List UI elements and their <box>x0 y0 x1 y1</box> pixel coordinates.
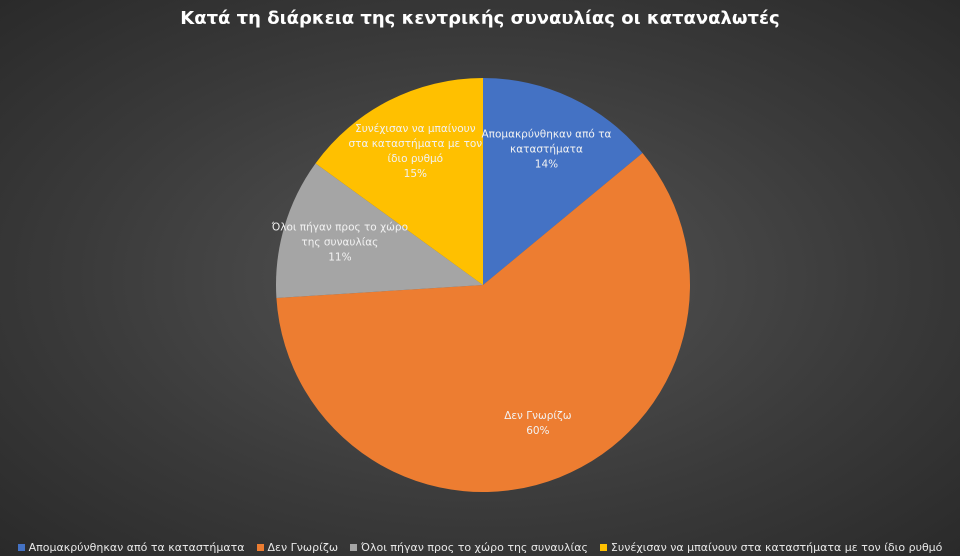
data-label-value: 11% <box>328 251 352 264</box>
data-label: Όλοι πήγαν προς το χώρο της συναυλίας 11% <box>270 221 410 266</box>
legend-swatch <box>350 544 358 551</box>
legend-swatch <box>599 544 607 551</box>
legend-item: Δεν Γνωρίζω <box>256 541 339 554</box>
legend-label: Συνέχισαν να μπαίνουν στα καταστήματα με… <box>610 541 943 554</box>
data-label: Δεν Γνωρίζω 60% <box>468 409 608 439</box>
legend-label: Δεν Γνωρίζω <box>267 541 339 554</box>
data-label-category: Όλοι πήγαν προς το χώρο της συναυλίας <box>271 221 409 249</box>
data-label-category: Συνέχισαν να μπαίνουν στα καταστήματα με… <box>348 123 483 166</box>
pie-slice <box>483 78 643 285</box>
legend-swatch <box>17 544 25 551</box>
legend-swatch <box>256 544 264 551</box>
data-label-value: 60% <box>526 424 550 437</box>
legend-item: Συνέχισαν να μπαίνουν στα καταστήματα με… <box>599 541 943 554</box>
data-label-category: Δεν Γνωρίζω <box>504 409 572 422</box>
legend: Απομακρύνθηκαν από τα καταστήματα Δεν Γνω… <box>0 541 960 554</box>
legend-item: Απομακρύνθηκαν από τα καταστήματα <box>17 541 245 554</box>
pie-slice <box>276 153 691 493</box>
legend-label: Απομακρύνθηκαν από τα καταστήματα <box>28 541 245 554</box>
data-label-value: 15% <box>403 168 427 181</box>
data-label: Συνέχισαν να μπαίνουν στα καταστήματα με… <box>345 122 485 182</box>
chart-title: Κατά τη διάρκεια της κεντρικής συναυλίας… <box>180 8 780 29</box>
pie-slice <box>315 78 483 285</box>
legend-item: Όλοι πήγαν προς το χώρο της συναυλίας <box>350 541 588 554</box>
data-label-category: Απομακρύνθηκαν από τα καταστήματα <box>481 128 612 156</box>
pie-slice <box>276 163 483 298</box>
data-label-value: 14% <box>534 158 559 171</box>
data-label: Απομακρύνθηκαν από τα καταστήματα 14% <box>476 128 616 173</box>
legend-label: Όλοι πήγαν προς το χώρο της συναυλίας <box>361 541 588 554</box>
